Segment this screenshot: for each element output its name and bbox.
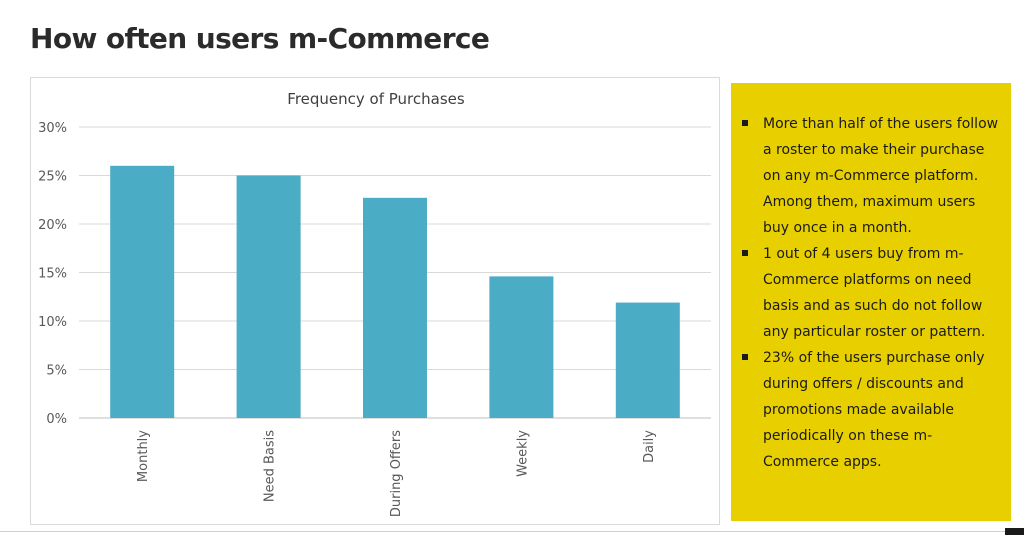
note-text: More than half of the users follow a ros… bbox=[763, 116, 999, 236]
x-tick-label: Monthly bbox=[136, 430, 151, 482]
notes-list: More than half of the users follow a ros… bbox=[741, 111, 999, 475]
y-tick-label: 10% bbox=[38, 315, 67, 330]
bar bbox=[363, 197, 427, 418]
x-tick-label: During Offers bbox=[389, 430, 404, 517]
bar bbox=[110, 165, 175, 418]
note-text: 1 out of 4 users buy from m-Commerce pla… bbox=[763, 246, 986, 340]
y-tick-label: 0% bbox=[46, 412, 67, 427]
note-item: 23% of the users purchase only during of… bbox=[741, 345, 999, 475]
note-item: More than half of the users follow a ros… bbox=[741, 111, 999, 241]
y-tick-label: 20% bbox=[38, 218, 67, 233]
bar-chart: Frequency of Purchases 0% 5% 10% 15% 20% 25% 30… bbox=[38, 90, 711, 517]
notes-panel: More than half of the users follow a ros… bbox=[731, 83, 1011, 521]
square-bullet-icon bbox=[742, 120, 748, 126]
square-bullet-icon bbox=[742, 354, 748, 360]
y-tick-label: 15% bbox=[38, 267, 67, 282]
y-tick-label: 30% bbox=[38, 121, 67, 136]
y-tick-label: 5% bbox=[46, 364, 67, 379]
page-title: How often users m-Commerce bbox=[30, 22, 490, 55]
x-tick-label: Need Basis bbox=[263, 430, 278, 502]
bar bbox=[236, 175, 301, 418]
x-tick-label: Daily bbox=[642, 430, 657, 463]
note-text: 23% of the users purchase only during of… bbox=[763, 350, 985, 470]
bar bbox=[489, 276, 554, 418]
corner-decoration bbox=[1005, 528, 1024, 535]
note-item: 1 out of 4 users buy from m-Commerce pla… bbox=[741, 241, 999, 345]
slide-bottom-divider bbox=[0, 531, 1024, 532]
x-tick-label: Weekly bbox=[515, 430, 530, 477]
square-bullet-icon bbox=[742, 250, 748, 256]
bar bbox=[615, 302, 680, 418]
chart-title: Frequency of Purchases bbox=[287, 90, 465, 108]
y-tick-label: 25% bbox=[38, 170, 67, 185]
chart-panel: Frequency of Purchases 0% 5% 10% 15% 20% 25% 30… bbox=[30, 77, 720, 525]
